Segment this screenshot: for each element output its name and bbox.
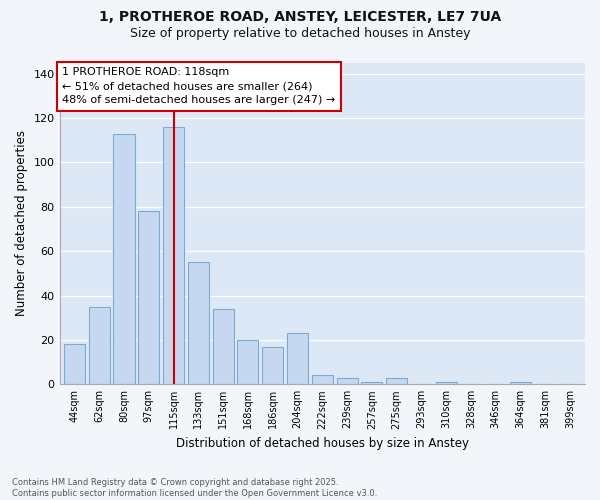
Bar — [337, 378, 358, 384]
Text: Size of property relative to detached houses in Anstey: Size of property relative to detached ho… — [130, 28, 470, 40]
Bar — [163, 127, 184, 384]
Text: 1 PROTHEROE ROAD: 118sqm
← 51% of detached houses are smaller (264)
48% of semi-: 1 PROTHEROE ROAD: 118sqm ← 51% of detach… — [62, 68, 335, 106]
Bar — [510, 382, 531, 384]
Bar — [436, 382, 457, 384]
Bar — [138, 211, 160, 384]
Bar — [361, 382, 382, 384]
Bar — [89, 306, 110, 384]
Bar — [238, 340, 259, 384]
Bar — [212, 309, 233, 384]
Text: Contains HM Land Registry data © Crown copyright and database right 2025.
Contai: Contains HM Land Registry data © Crown c… — [12, 478, 377, 498]
Y-axis label: Number of detached properties: Number of detached properties — [15, 130, 28, 316]
Bar — [386, 378, 407, 384]
Bar — [262, 346, 283, 385]
Bar — [113, 134, 134, 384]
X-axis label: Distribution of detached houses by size in Anstey: Distribution of detached houses by size … — [176, 437, 469, 450]
Bar — [287, 334, 308, 384]
Bar — [312, 376, 333, 384]
Bar — [188, 262, 209, 384]
Bar — [64, 344, 85, 385]
Text: 1, PROTHEROE ROAD, ANSTEY, LEICESTER, LE7 7UA: 1, PROTHEROE ROAD, ANSTEY, LEICESTER, LE… — [99, 10, 501, 24]
